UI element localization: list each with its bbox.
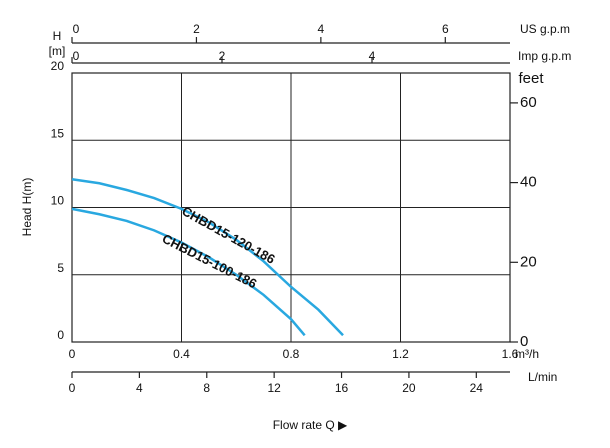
curve [71,207,306,337]
y2-tick-label: 40 [520,174,537,191]
x-tick-label: 0.4 [173,347,190,361]
x-tick-label: 0.8 [283,347,300,361]
x-unit: m³/h [515,347,539,361]
y-tick-label: 0 [57,328,64,342]
axis-label: Imp g.p.m [518,49,571,63]
y-unit-short: [m] [49,44,66,58]
axis-tick-label: 12 [267,381,281,395]
x-tick-label: 1.6 [502,347,519,361]
y-tick-label: 10 [51,194,65,208]
axis-tick-label: 4 [318,22,325,36]
y-tick-label: 20 [51,59,65,73]
y2-tick-label: 0 [520,333,528,350]
axis-tick-label: 0 [69,381,76,395]
axis-tick-label: 0 [73,49,80,63]
axis-tick-label: 2 [193,22,200,36]
x-tick-label: 1.2 [392,347,409,361]
y-tick-label: 15 [51,126,65,140]
y-title: Head H(m) [20,178,34,237]
axis-tick-label: 0 [73,22,80,36]
y2-tick-label: 60 [520,94,537,111]
axis-label: US g.p.m [520,22,570,36]
y2-unit: feet [518,70,544,87]
axis-tick-label: 4 [369,49,376,63]
axis-label: L/min [528,370,557,384]
curve [71,178,344,337]
x-tick-label: 0 [69,347,76,361]
y-tick-label: 5 [57,261,64,275]
y-label-short: H [53,29,62,43]
axis-tick-label: 4 [136,381,143,395]
axis-tick-label: 6 [442,22,449,36]
axis-tick-label: 20 [402,381,416,395]
axis-tick-label: 24 [470,381,484,395]
x-title: Flow rate Q ▶ [273,418,348,432]
axis-tick-label: 2 [219,49,226,63]
axis-tick-label: 8 [203,381,210,395]
axis-tick-label: 16 [335,381,349,395]
y2-tick-label: 20 [520,253,537,270]
